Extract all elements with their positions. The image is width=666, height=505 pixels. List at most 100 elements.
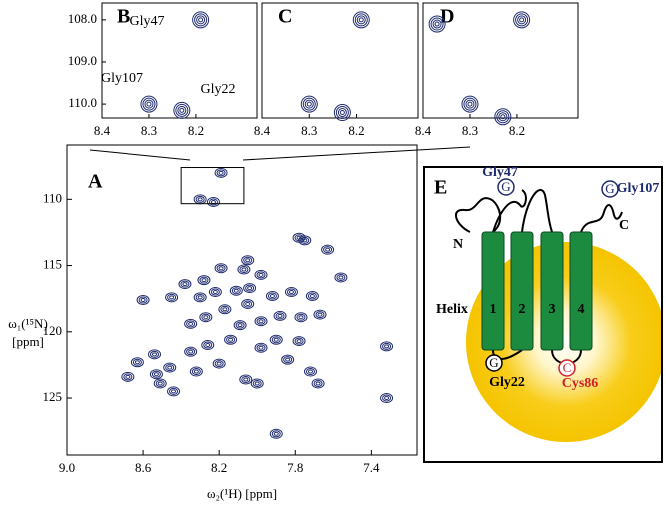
contour <box>237 264 251 275</box>
y-tick-label: 109.0 <box>68 53 97 68</box>
contour <box>199 312 213 323</box>
contour <box>300 95 318 113</box>
peak <box>254 316 268 327</box>
residue-marker <box>485 354 503 372</box>
contour <box>281 354 295 365</box>
x-tick-label: 8.4 <box>254 123 271 138</box>
contour <box>144 99 154 109</box>
contour <box>252 379 262 387</box>
contour <box>465 99 475 109</box>
peak <box>333 104 351 122</box>
contour <box>500 114 506 120</box>
contour <box>315 381 321 386</box>
contour <box>358 17 364 23</box>
contour <box>233 288 239 293</box>
peak <box>199 312 213 323</box>
contour <box>298 315 304 320</box>
y-tick-label: 108.0 <box>68 11 97 26</box>
contour <box>197 275 211 286</box>
residue-symbol: C <box>563 360 572 375</box>
peak <box>214 167 228 178</box>
contour <box>271 336 281 344</box>
contour <box>203 341 213 349</box>
contour <box>294 337 304 345</box>
x-tick-label: 8.4 <box>94 123 111 138</box>
contour <box>334 272 348 283</box>
peak <box>201 340 215 351</box>
contour <box>222 307 228 312</box>
contour <box>212 290 218 295</box>
contour <box>195 293 205 301</box>
zoom-box <box>180 167 245 205</box>
contour <box>241 375 251 383</box>
contour <box>199 276 209 284</box>
peak <box>167 386 181 397</box>
contour <box>210 288 220 296</box>
contour <box>140 95 158 113</box>
contour <box>286 288 296 296</box>
contour <box>298 235 312 246</box>
contour <box>323 246 333 254</box>
contour <box>208 287 222 298</box>
contour <box>277 313 283 318</box>
contour <box>165 364 175 372</box>
contour <box>169 387 179 395</box>
contour <box>380 341 394 352</box>
contour <box>269 294 275 299</box>
contour <box>218 266 224 271</box>
peak <box>149 369 163 380</box>
peak <box>178 279 192 290</box>
contour <box>258 345 264 350</box>
contour <box>198 17 204 23</box>
contour <box>517 15 527 25</box>
contour <box>241 255 255 266</box>
contour <box>136 295 150 305</box>
contour <box>167 365 173 370</box>
contour <box>338 275 344 280</box>
contour <box>254 342 268 353</box>
contour <box>515 13 529 27</box>
x-tick-label: 8.2 <box>188 123 204 138</box>
contour <box>130 357 144 368</box>
contour <box>229 285 243 296</box>
contour <box>313 379 323 387</box>
helix-number: 2 <box>519 302 526 317</box>
peak <box>121 371 135 382</box>
peak <box>184 346 198 357</box>
peak <box>265 291 279 302</box>
contour <box>336 273 346 281</box>
peak <box>254 342 268 353</box>
peak <box>197 275 211 286</box>
residue-marker <box>497 178 515 196</box>
contour <box>302 238 308 243</box>
y-tick-label: 110.0 <box>68 95 97 110</box>
contour <box>307 292 317 300</box>
contour <box>148 349 161 360</box>
contour <box>467 101 473 107</box>
contour <box>192 11 210 29</box>
plot-frame <box>66 144 418 456</box>
peak <box>130 357 144 368</box>
peak <box>241 255 255 266</box>
contour <box>216 169 226 177</box>
peak <box>189 366 203 377</box>
panel-label: B <box>117 6 130 28</box>
zoom-line <box>89 149 191 161</box>
contour <box>216 361 222 366</box>
contour <box>285 357 291 362</box>
helix-number: 1 <box>490 302 497 317</box>
contour <box>243 377 249 382</box>
contour <box>201 313 211 321</box>
y-axis-label: ω₁(¹⁵N) <box>8 316 48 331</box>
contour <box>153 378 167 389</box>
contour <box>184 346 198 357</box>
contour <box>265 291 279 302</box>
contour <box>434 21 440 27</box>
contour <box>197 295 203 300</box>
contour <box>283 356 293 364</box>
contour <box>309 294 315 299</box>
contour <box>498 112 508 122</box>
residue-symbol: G <box>489 355 498 370</box>
loops <box>455 188 623 365</box>
peak <box>352 11 370 29</box>
